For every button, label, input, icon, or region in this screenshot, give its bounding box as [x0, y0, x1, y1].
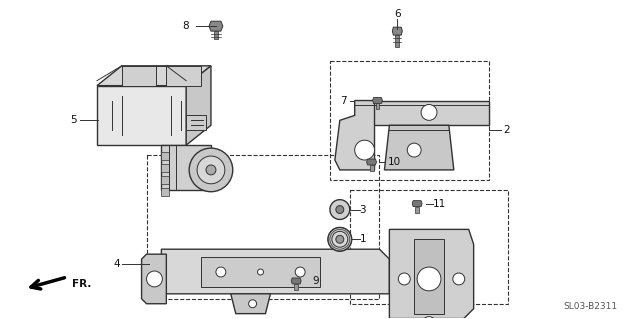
Polygon shape	[372, 98, 383, 103]
Text: SL03-B2311: SL03-B2311	[563, 302, 618, 311]
Bar	[415, 207, 419, 212]
Circle shape	[398, 273, 410, 285]
Circle shape	[216, 267, 226, 277]
Polygon shape	[161, 249, 389, 294]
Polygon shape	[209, 21, 223, 31]
Polygon shape	[141, 254, 166, 304]
Circle shape	[328, 227, 352, 251]
Text: 10: 10	[387, 157, 401, 167]
Bar	[214, 31, 218, 39]
Circle shape	[453, 273, 465, 285]
Text: FR.: FR.	[72, 279, 92, 289]
Polygon shape	[97, 85, 186, 145]
Circle shape	[197, 156, 225, 184]
Bar	[294, 284, 298, 290]
Bar	[369, 165, 374, 171]
Circle shape	[417, 267, 441, 291]
Bar	[349, 190, 508, 304]
Bar	[201, 257, 320, 287]
Text: 8: 8	[182, 21, 189, 31]
Bar	[330, 61, 488, 180]
Bar	[161, 152, 170, 160]
Circle shape	[330, 200, 349, 219]
Polygon shape	[122, 66, 156, 85]
Polygon shape	[231, 294, 271, 314]
Text: 3: 3	[360, 204, 366, 215]
Circle shape	[147, 271, 163, 287]
Text: 2: 2	[504, 125, 510, 135]
Polygon shape	[291, 278, 301, 284]
Text: 7: 7	[340, 95, 347, 106]
Polygon shape	[385, 125, 454, 170]
Polygon shape	[186, 115, 206, 130]
Circle shape	[257, 269, 264, 275]
Polygon shape	[414, 239, 444, 314]
Circle shape	[422, 317, 436, 319]
Bar	[161, 176, 170, 184]
Polygon shape	[186, 66, 211, 145]
Bar	[376, 103, 380, 109]
Bar	[147, 155, 380, 299]
Polygon shape	[335, 100, 374, 170]
Polygon shape	[355, 100, 488, 125]
Polygon shape	[392, 27, 403, 35]
Circle shape	[189, 148, 233, 192]
Polygon shape	[367, 159, 376, 165]
Circle shape	[421, 105, 437, 120]
Text: 6: 6	[394, 9, 401, 19]
Polygon shape	[161, 145, 211, 190]
Circle shape	[332, 231, 348, 247]
Text: 4: 4	[113, 259, 120, 269]
Text: 11: 11	[433, 199, 446, 209]
Circle shape	[336, 205, 344, 213]
Text: 9: 9	[312, 276, 319, 286]
Text: 5: 5	[70, 115, 77, 125]
Polygon shape	[412, 201, 422, 207]
Circle shape	[295, 267, 305, 277]
Circle shape	[355, 140, 374, 160]
Circle shape	[336, 235, 344, 243]
Circle shape	[248, 300, 257, 308]
Bar	[396, 35, 399, 47]
Bar	[161, 164, 170, 172]
Text: 1: 1	[360, 234, 366, 244]
Circle shape	[206, 165, 216, 175]
Polygon shape	[97, 66, 211, 85]
Circle shape	[407, 143, 421, 157]
Polygon shape	[166, 66, 201, 85]
Polygon shape	[389, 229, 474, 319]
Bar	[161, 188, 170, 196]
